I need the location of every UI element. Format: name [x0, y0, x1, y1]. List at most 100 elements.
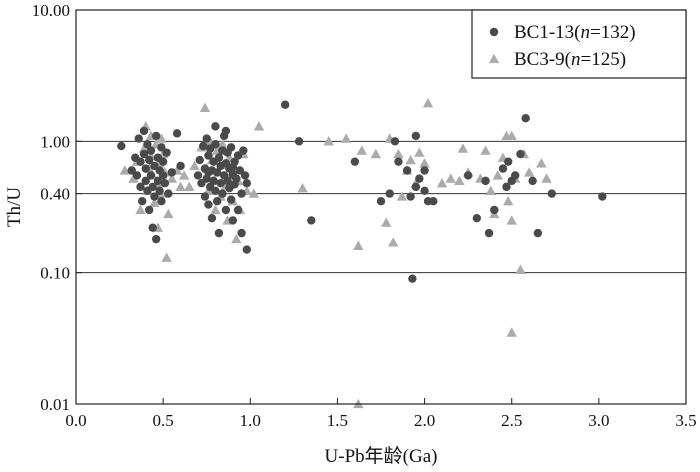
data-point-circle — [420, 166, 429, 175]
data-point-circle — [195, 155, 204, 165]
data-point-triangle — [536, 158, 547, 168]
data-point-triangle — [217, 139, 228, 149]
data-point-triangle — [356, 145, 368, 155]
data-point-triangle — [166, 173, 178, 183]
data-point-circle — [481, 176, 490, 186]
data-point-triangle — [492, 170, 503, 180]
data-point-circle — [212, 197, 222, 206]
data-point-triangle — [149, 197, 160, 208]
data-point-circle — [233, 205, 243, 215]
plot-frame — [75, 9, 687, 405]
data-point-circle — [134, 134, 143, 143]
data-point-triangle — [506, 327, 517, 337]
data-point-triangle — [419, 158, 430, 168]
data-point-circle — [232, 174, 241, 183]
data-point-triangle — [340, 133, 352, 143]
data-point-circle — [146, 146, 156, 155]
data-point-triangle — [323, 136, 334, 146]
data-point-triangle — [119, 165, 130, 175]
data-point-triangle — [515, 264, 526, 275]
data-point-triangle — [454, 175, 465, 186]
data-point-triangle — [253, 121, 265, 131]
data-point-circle — [204, 151, 213, 160]
data-point-circle — [209, 176, 218, 186]
x-tick-label: 2.5 — [501, 411, 522, 430]
y-axis-title: Th/U — [4, 187, 25, 227]
data-point-triangle — [156, 133, 167, 143]
data-point-circle — [223, 176, 232, 186]
data-point-triangle — [523, 167, 535, 177]
data-point-circle — [294, 137, 304, 146]
data-point-circle — [390, 137, 400, 146]
data-point-circle — [408, 274, 417, 283]
data-point-circle — [151, 131, 161, 141]
data-point-circle — [143, 140, 152, 149]
data-point-triangle — [503, 196, 514, 206]
data-point-circle — [148, 182, 157, 192]
data-point-circle — [385, 189, 394, 198]
data-point-circle — [280, 100, 290, 109]
data-point-circle — [151, 234, 161, 244]
data-point-circle — [160, 178, 170, 188]
data-point-circle — [167, 168, 177, 177]
data-point-circle — [376, 197, 386, 206]
data-point-circle — [202, 134, 211, 143]
data-point-circle — [533, 228, 543, 238]
data-point-triangle — [457, 143, 469, 153]
data-point-circle — [200, 192, 210, 201]
data-point-circle — [402, 166, 412, 175]
data-point-triangle — [541, 173, 552, 183]
data-point-circle — [490, 205, 499, 215]
data-point-circle — [221, 126, 231, 136]
data-point-circle — [235, 166, 245, 175]
data-point-circle — [511, 171, 520, 180]
data-point-triangle — [199, 102, 211, 112]
data-point-circle — [239, 146, 248, 155]
data-point-circle — [420, 186, 429, 196]
legend: BC1-13(n=132) BC3-9(n=125) — [471, 9, 687, 79]
data-point-circle — [218, 189, 227, 198]
data-point-circle — [411, 182, 421, 192]
data-point-circle — [221, 205, 231, 215]
data-point-circle — [164, 189, 173, 198]
data-point-triangle — [138, 143, 150, 153]
data-point-circle — [132, 171, 142, 180]
x-tick-label: 1.0 — [240, 411, 261, 430]
data-point-circle — [157, 143, 166, 152]
data-point-circle — [228, 162, 238, 171]
data-point-circle — [162, 148, 171, 157]
data-point-triangle — [353, 240, 364, 251]
y-tick-label: 10.00 — [32, 1, 70, 20]
data-point-triangle — [388, 237, 399, 247]
x-tick-label: 3.5 — [675, 411, 696, 430]
data-point-circle — [472, 213, 482, 223]
data-point-circle — [463, 171, 473, 180]
x-tick-label: 3.0 — [588, 411, 609, 430]
data-point-circle — [411, 131, 421, 141]
data-point-circle — [521, 114, 530, 123]
data-point-circle — [242, 245, 251, 254]
data-point-circle — [211, 122, 220, 131]
data-point-circle — [146, 171, 156, 180]
data-point-circle — [176, 161, 185, 171]
data-point-triangle — [480, 145, 491, 155]
data-point-triangle — [405, 154, 416, 165]
data-point-triangle — [128, 173, 139, 183]
data-point-circle — [158, 171, 168, 180]
data-point-circle — [172, 129, 182, 138]
data-point-circle — [350, 157, 360, 166]
data-point-circle — [211, 140, 220, 149]
axis-ticks — [75, 9, 687, 405]
y-tick-label: 0.01 — [40, 395, 70, 414]
data-point-circle — [127, 166, 136, 175]
data-point-triangle — [297, 182, 308, 193]
data-point-circle — [211, 186, 220, 196]
y-tick-label: 1.00 — [40, 132, 70, 151]
data-point-triangle — [506, 130, 517, 141]
data-point-circle — [204, 200, 213, 209]
y-tick-label: 0.10 — [40, 264, 70, 283]
data-point-circle — [214, 228, 224, 238]
data-point-circle — [141, 164, 150, 173]
x-tick-label: 0.5 — [153, 411, 174, 430]
